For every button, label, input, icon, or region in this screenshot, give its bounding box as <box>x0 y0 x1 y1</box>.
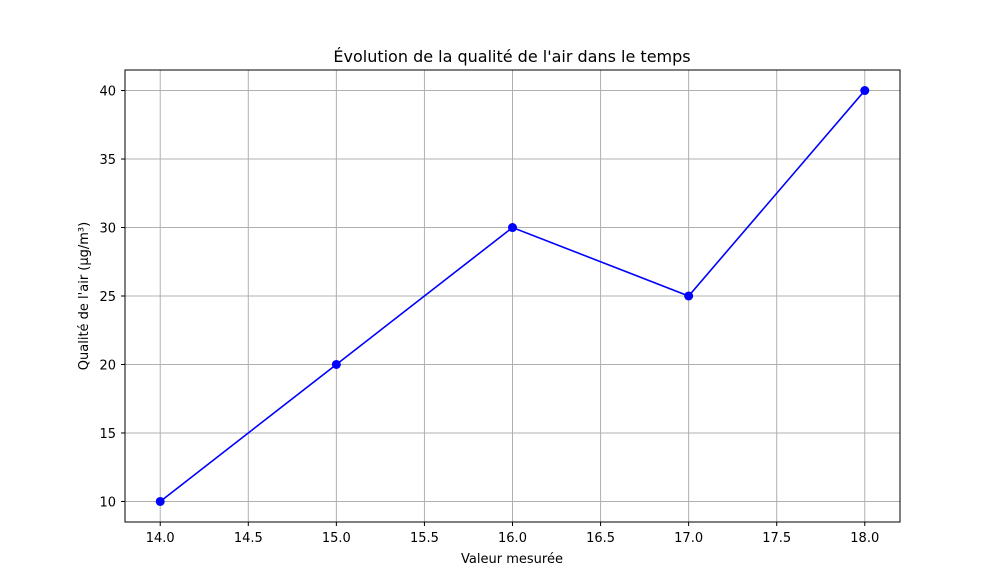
data-point <box>155 496 165 506</box>
axis-ticks: 14.0 14.5 15.0 15.5 16.0 16.5 17.0 17.5 18.0 10 15… <box>99 85 879 546</box>
y-tick-label: 10 <box>99 495 116 510</box>
data-point <box>684 291 694 301</box>
x-tick-label: 17.0 <box>674 531 703 546</box>
y-tick-label: 30 <box>99 222 116 237</box>
y-axis-label: Qualité de l'air (µg/m³) <box>77 222 92 370</box>
x-tick-label: 15.0 <box>322 531 351 546</box>
data-point <box>860 86 870 96</box>
x-tick-label: 16.0 <box>498 531 527 546</box>
chart-title: Évolution de la qualité de l'air dans le… <box>333 47 690 66</box>
data-point <box>331 359 341 369</box>
y-tick-label: 35 <box>99 153 116 168</box>
y-tick-label: 15 <box>99 427 116 442</box>
y-tick-label: 40 <box>99 85 116 100</box>
series <box>155 86 870 506</box>
data-point <box>508 223 517 233</box>
x-tick-label: 15.5 <box>410 531 439 546</box>
x-tick-label: 16.5 <box>586 531 615 546</box>
y-tick-label: 25 <box>99 290 116 305</box>
x-axis-label: Valeur mesurée <box>461 552 563 567</box>
plot-area-frame <box>124 69 901 523</box>
x-tick-label: 17.5 <box>762 531 791 546</box>
y-tick-label: 20 <box>99 358 116 373</box>
x-tick-label: 18.0 <box>850 531 879 546</box>
x-tick-label: 14.5 <box>234 531 263 546</box>
x-tick-label: 14.0 <box>146 531 175 546</box>
